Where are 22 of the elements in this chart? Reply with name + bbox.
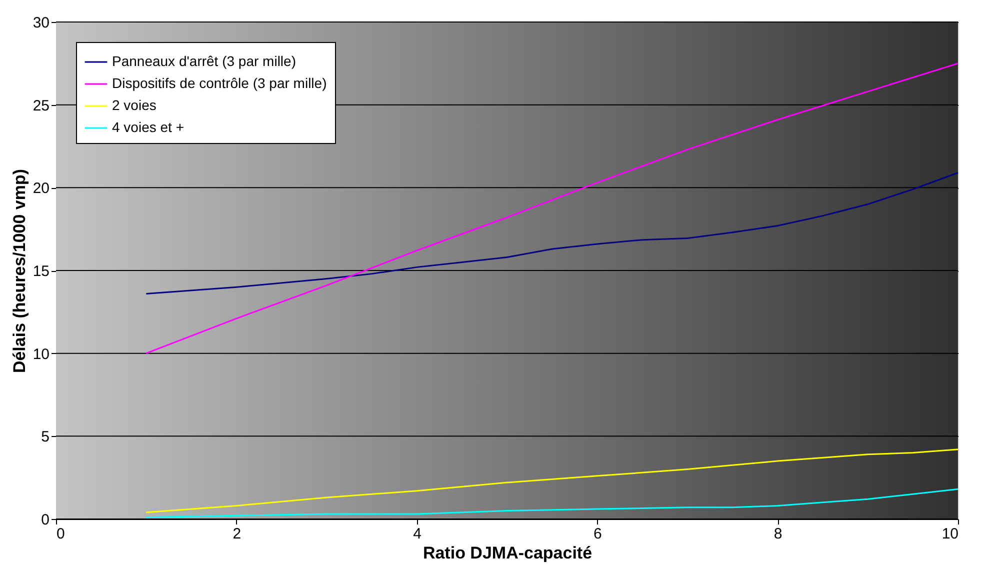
y-tick-label: 25 (32, 97, 50, 114)
line-series (145, 448, 959, 514)
y-axis-title: Délais (heures/1000 vmp) (10, 168, 29, 374)
y-tick-label: 5 (41, 428, 50, 446)
line-series (145, 488, 959, 518)
legend-label: 2 voies (112, 97, 156, 113)
y-tick-label: 20 (32, 180, 50, 198)
y-tick-label: 30 (32, 14, 50, 32)
x-tick-label: 4 (413, 526, 422, 542)
line-series (145, 172, 959, 294)
y-tick-label: 0 (41, 512, 50, 528)
legend-label: Dispositifs de contrôle (3 par mille) (112, 75, 327, 91)
legend-label: Panneaux d'arrêt (3 par mille) (112, 53, 296, 69)
legend-label: 4 voies et + (112, 119, 184, 135)
x-tick-label: 2 (232, 526, 242, 542)
x-tick-label: 8 (774, 526, 782, 542)
y-tick-label: 15 (32, 263, 50, 280)
x-axis-title: Ratio DJMA-capacité (422, 544, 592, 562)
x-tick-label: 0 (56, 526, 65, 542)
x-tick-label: 6 (594, 526, 602, 542)
x-tick-label: 10 (942, 526, 958, 542)
y-tick-label: 10 (32, 346, 50, 363)
